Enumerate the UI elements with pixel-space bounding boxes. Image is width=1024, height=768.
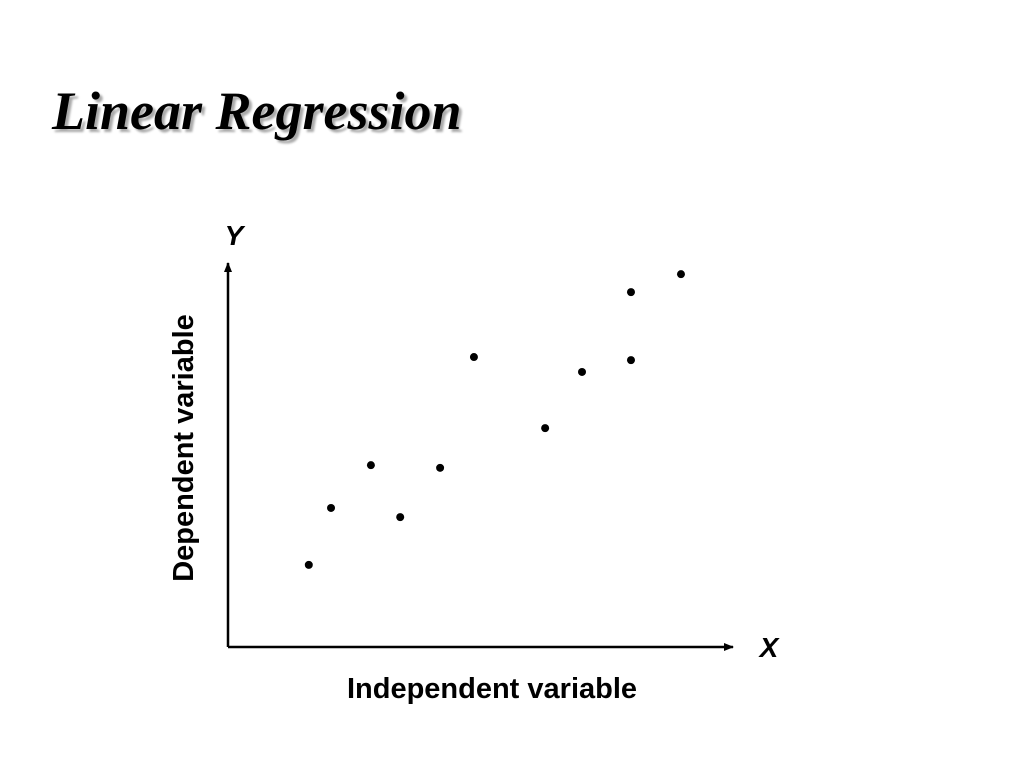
point bbox=[578, 367, 587, 376]
point bbox=[327, 503, 336, 512]
x-axis-name: X bbox=[758, 632, 781, 663]
y-axis-label: Dependent variable bbox=[168, 314, 200, 582]
slide-title: Linear Regression bbox=[52, 81, 462, 141]
point bbox=[541, 424, 550, 433]
x-axis-label: Independent variable bbox=[347, 673, 637, 705]
point bbox=[304, 560, 313, 569]
point bbox=[626, 288, 635, 297]
point bbox=[436, 463, 445, 472]
point bbox=[396, 513, 405, 522]
point bbox=[366, 461, 375, 470]
y-axis-name: Y bbox=[225, 220, 246, 251]
point bbox=[626, 356, 635, 365]
point bbox=[676, 270, 685, 279]
point bbox=[469, 353, 478, 362]
